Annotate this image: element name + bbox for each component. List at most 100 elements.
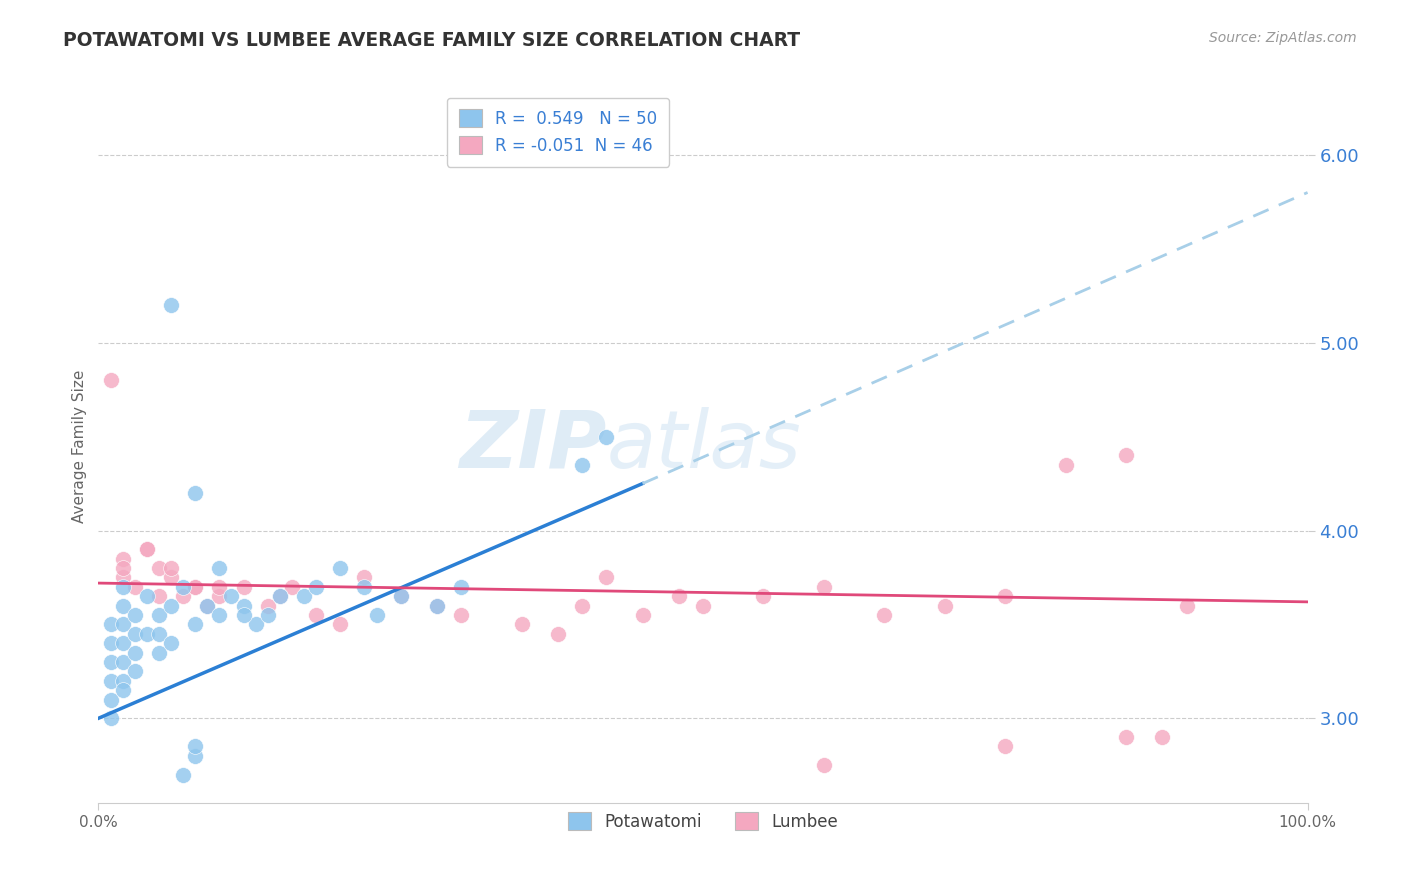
Text: POTAWATOMI VS LUMBEE AVERAGE FAMILY SIZE CORRELATION CHART: POTAWATOMI VS LUMBEE AVERAGE FAMILY SIZE… [63, 31, 800, 50]
Point [148, 607, 170, 622]
Point [172, 580, 194, 594]
Text: ZIP: ZIP [458, 407, 606, 485]
Point [148, 627, 170, 641]
Point [100, 617, 122, 632]
Point [148, 561, 170, 575]
Point [389, 589, 412, 603]
Point [389, 589, 412, 603]
Point [160, 561, 183, 575]
Point [752, 589, 775, 603]
Point [111, 617, 134, 632]
Point [208, 561, 231, 575]
Point [450, 580, 472, 594]
Point [208, 580, 231, 594]
Point [124, 646, 146, 660]
Point [813, 580, 835, 594]
Point [305, 580, 328, 594]
Point [160, 570, 183, 584]
Point [813, 758, 835, 772]
Point [111, 561, 134, 575]
Point [353, 580, 375, 594]
Point [111, 551, 134, 566]
Point [124, 627, 146, 641]
Point [148, 646, 170, 660]
Point [184, 486, 207, 500]
Point [100, 373, 122, 387]
Point [232, 580, 254, 594]
Point [1152, 730, 1174, 744]
Point [184, 580, 207, 594]
Point [111, 580, 134, 594]
Point [692, 599, 714, 613]
Point [124, 607, 146, 622]
Legend: Potawatomi, Lumbee: Potawatomi, Lumbee [561, 805, 845, 838]
Point [426, 599, 449, 613]
Point [100, 711, 122, 725]
Point [329, 561, 352, 575]
Point [184, 748, 207, 763]
Point [100, 673, 122, 688]
Point [124, 580, 146, 594]
Point [100, 655, 122, 669]
Point [934, 599, 956, 613]
Point [510, 617, 533, 632]
Point [135, 627, 157, 641]
Point [281, 580, 304, 594]
Point [571, 458, 593, 472]
Point [148, 589, 170, 603]
Point [232, 607, 254, 622]
Point [256, 599, 278, 613]
Point [547, 627, 569, 641]
Point [135, 589, 157, 603]
Point [208, 607, 231, 622]
Point [111, 599, 134, 613]
Point [111, 570, 134, 584]
Point [111, 673, 134, 688]
Text: Source: ZipAtlas.com: Source: ZipAtlas.com [1209, 31, 1357, 45]
Point [111, 636, 134, 650]
Point [195, 599, 218, 613]
Point [172, 767, 194, 781]
Point [160, 599, 183, 613]
Point [256, 607, 278, 622]
Point [305, 607, 328, 622]
Point [1054, 458, 1077, 472]
Point [595, 570, 617, 584]
Point [1115, 449, 1137, 463]
Point [184, 580, 207, 594]
Point [221, 589, 243, 603]
Y-axis label: Average Family Size: Average Family Size [72, 369, 87, 523]
Point [100, 692, 122, 706]
Point [873, 607, 896, 622]
Point [366, 607, 388, 622]
Point [111, 683, 134, 698]
Point [994, 739, 1017, 754]
Point [135, 542, 157, 557]
Point [160, 636, 183, 650]
Point [631, 607, 654, 622]
Point [232, 599, 254, 613]
Point [184, 617, 207, 632]
Point [160, 298, 183, 312]
Point [994, 589, 1017, 603]
Point [1115, 730, 1137, 744]
Point [426, 599, 449, 613]
Point [208, 589, 231, 603]
Point [245, 617, 267, 632]
Point [329, 617, 352, 632]
Point [353, 570, 375, 584]
Point [292, 589, 315, 603]
Point [1175, 599, 1198, 613]
Point [184, 739, 207, 754]
Point [450, 607, 472, 622]
Point [668, 589, 690, 603]
Point [124, 665, 146, 679]
Point [595, 429, 617, 443]
Text: atlas: atlas [606, 407, 801, 485]
Point [100, 636, 122, 650]
Point [111, 655, 134, 669]
Point [571, 599, 593, 613]
Point [135, 542, 157, 557]
Point [172, 589, 194, 603]
Point [269, 589, 291, 603]
